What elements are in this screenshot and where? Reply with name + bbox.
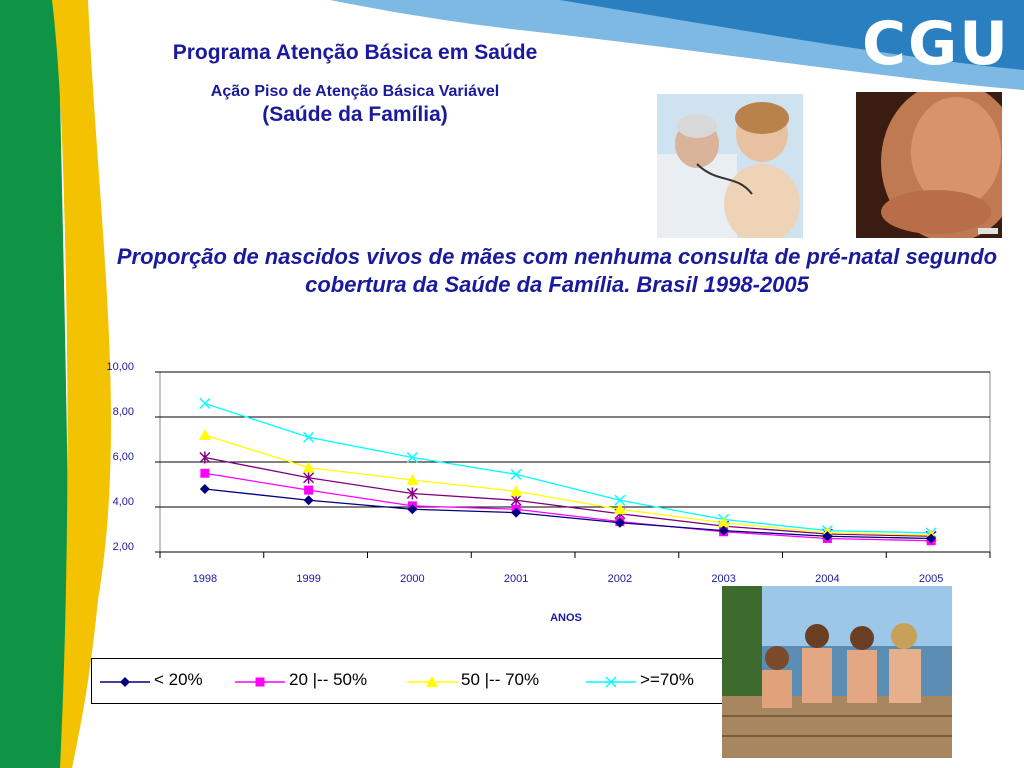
series-line-20-50 (204, 472, 932, 542)
page-subtitle: Ação Piso de Atenção Básica Variável (210, 83, 500, 100)
series-line-20 (204, 488, 932, 540)
legend-item: < 20% (100, 669, 203, 691)
legend-item: >=70% (586, 669, 694, 691)
data-point-20 (614, 517, 625, 528)
series-line-70 (204, 402, 932, 534)
y-tick-label: 2,00 (113, 541, 134, 553)
legend-marker (235, 677, 285, 687)
x-tick-label: 2000 (400, 573, 424, 585)
data-point-unlabeled (199, 451, 211, 464)
legend-marker-symbol (120, 677, 130, 687)
x-tick-label: 1998 (193, 573, 217, 585)
pregnant-belly-photo (856, 92, 1002, 238)
data-point-70 (199, 397, 211, 410)
legend-marker (407, 676, 457, 687)
children-pier-photo (722, 586, 952, 758)
header: Programa Atenção Básica em Saúde Ação Pi… (110, 40, 600, 128)
data-point-20 (718, 525, 729, 536)
page-subtitle-secondary: (Saúde da Família) (262, 103, 448, 126)
y-tick-label: 8,00 (113, 406, 134, 418)
x-tick-label: 2004 (815, 573, 839, 585)
legend-label: < 20% (154, 670, 203, 689)
data-point-50-70 (198, 429, 211, 440)
data-point-50-70 (302, 461, 315, 473)
page-title: Programa Atenção Básica em Saúde (172, 41, 538, 64)
x-tick-label: 2003 (711, 573, 735, 585)
data-point-20 (407, 504, 418, 515)
chart-title: Proporção de nascidos vivos de mães com … (116, 244, 998, 297)
data-point-unlabeled (406, 487, 418, 500)
legend-label: 20 |-- 50% (289, 670, 368, 689)
legend-marker-symbol (255, 677, 265, 687)
data-point-20 (822, 531, 833, 542)
x-tick-label: 2002 (608, 573, 632, 585)
data-point-50-70 (613, 503, 626, 515)
data-point-unlabeled (303, 471, 315, 484)
data-point-20-50 (200, 468, 210, 478)
data-point-20 (199, 484, 210, 494)
data-point-50-70 (510, 485, 523, 497)
legend-marker-symbol (605, 676, 617, 688)
x-axis-label: ANOS (550, 612, 582, 624)
legend-marker (100, 677, 150, 687)
data-point-50-70 (406, 474, 419, 485)
x-tick-label: 1999 (296, 573, 320, 585)
legend-label: 50 |-- 70% (461, 670, 540, 689)
data-point-70 (510, 468, 522, 480)
data-point-20 (303, 495, 314, 506)
series-line-50-70 (204, 434, 932, 536)
y-tick-label: 10,00 (106, 361, 134, 373)
x-tick-label: 2001 (504, 573, 528, 585)
cgu-logo: CGU (862, 9, 1011, 79)
data-point-20 (926, 533, 937, 544)
legend-item: 50 |-- 70% (407, 669, 539, 691)
data-point-20 (511, 507, 522, 518)
y-tick-label: 6,00 (113, 451, 134, 463)
series-line-unlabeled (204, 456, 932, 537)
data-point-70 (614, 494, 626, 506)
chart-legend: < 20% 20 |-- 50% 50 |-- 70% >=70% (91, 658, 725, 704)
data-point-50-70 (717, 516, 730, 528)
data-point-70 (303, 431, 315, 443)
legend-label: >=70% (640, 670, 694, 689)
legend-item: 20 |-- 50% (235, 669, 367, 691)
data-point-20-50 (304, 485, 314, 495)
data-point-70 (406, 451, 418, 464)
legend-marker (586, 676, 636, 688)
y-tick-label: 4,00 (113, 496, 134, 508)
x-tick-label: 2005 (919, 573, 943, 585)
legend-marker-symbol (426, 676, 438, 687)
doctor-child-photo (657, 94, 803, 238)
